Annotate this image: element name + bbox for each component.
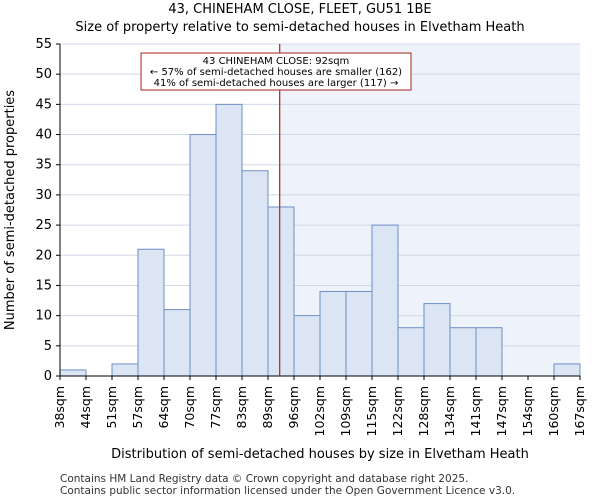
annotation-text: 43 CHINEHAM CLOSE: 92sqm [203,56,350,67]
histogram-bar [553,363,581,377]
x-tick-label: 83sqm [234,386,249,429]
histogram-bar [189,134,217,377]
x-tick-label: 64sqm [156,386,171,429]
x-tick-label: 154sqm [520,386,535,436]
histogram-bar [267,206,295,377]
x-tick-label: 77sqm [208,386,223,429]
x-tick-label: 109sqm [338,386,353,436]
y-tick-label: 35 [35,158,52,173]
x-axis-title: Distribution of semi-detached houses by … [111,447,529,462]
footer-line-2: Contains public sector information licen… [60,485,516,497]
x-tick-label: 38sqm [52,386,67,429]
annotation-text: ← 57% of semi-detached houses are smalle… [150,67,402,78]
histogram-bar [345,290,373,377]
x-tick-label: 167sqm [572,386,587,436]
histogram-bar [241,170,269,377]
x-tick-label: 57sqm [130,386,145,429]
x-tick-label: 44sqm [78,386,93,429]
histogram-bar [423,303,451,377]
x-tick-label: 96sqm [286,386,301,429]
x-tick-label: 128sqm [416,386,431,436]
x-tick-label: 89sqm [260,386,275,429]
y-tick-label: 25 [35,218,52,233]
y-tick-label: 40 [35,128,52,143]
annotation-box [140,52,412,91]
histogram-bar [59,369,87,377]
histogram-bar [319,290,347,377]
x-tick-label: 51sqm [104,386,119,429]
x-tick-label: 134sqm [442,386,457,436]
footer-line-1: Contains HM Land Registry data © Crown c… [60,473,469,485]
histogram-bar [163,309,191,377]
y-tick-label: 20 [35,248,52,263]
y-tick-label: 55 [35,37,52,52]
y-tick-label: 10 [35,309,52,324]
histogram-bar [475,327,503,377]
histogram-chart: 43 CHINEHAM CLOSE: 92sqm← 57% of semi-de… [3,37,587,462]
histogram-bar [215,103,243,377]
histogram-bar [449,327,477,377]
x-tick-label: 160sqm [546,386,561,436]
y-tick-label: 0 [44,369,52,384]
y-tick-label: 45 [35,97,52,112]
histogram-bar [137,248,165,377]
y-tick-label: 15 [35,278,52,293]
x-tick-label: 115sqm [364,386,379,436]
y-axis-title: Number of semi-detached properties [3,90,18,330]
histogram-bar [293,315,321,377]
y-tick-label: 50 [35,67,52,82]
x-tick-label: 70sqm [182,386,197,429]
y-tick-label: 30 [35,188,52,203]
x-tick-label: 102sqm [312,386,327,436]
histogram-bar [397,327,425,377]
histogram-bar [371,224,399,377]
chart-title: 43, CHINEHAM CLOSE, FLEET, GU51 1BE [168,2,432,17]
x-tick-label: 141sqm [468,386,483,436]
y-tick-label: 5 [44,339,52,354]
x-tick-label: 147sqm [494,386,509,436]
annotation-text: 41% of semi-detached houses are larger (… [154,78,399,89]
histogram-bar [111,363,139,377]
chart-subtitle: Size of property relative to semi-detach… [75,20,525,35]
x-tick-label: 122sqm [390,386,405,436]
